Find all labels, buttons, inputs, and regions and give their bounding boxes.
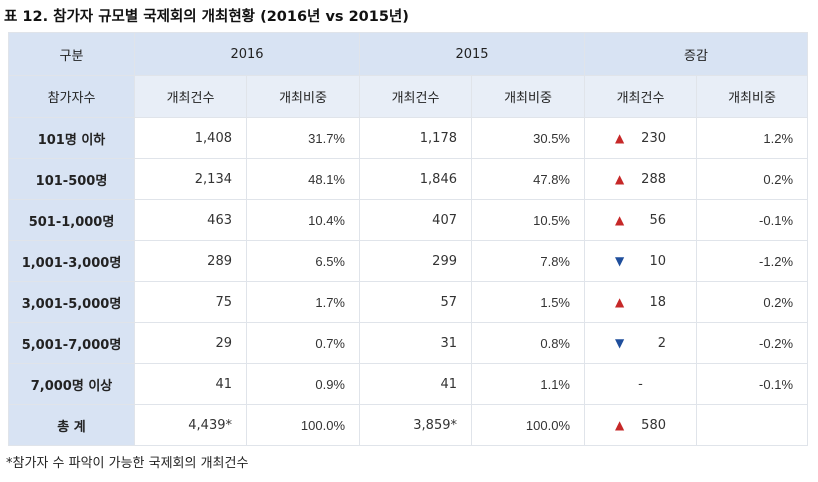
count-2015: 1,846 xyxy=(359,158,472,200)
col-group-label: 구분 xyxy=(8,32,135,76)
group-header-change: 증감 xyxy=(583,32,809,76)
row-label: 총 계 xyxy=(8,404,135,446)
share-change: 0.2% xyxy=(695,281,809,323)
change-value: 288 xyxy=(641,171,666,187)
group-header-2016: 2016 xyxy=(134,32,360,76)
share-2016: 100.0% xyxy=(246,404,360,446)
row-label: 5,001-7,000명 xyxy=(8,322,135,364)
change-value: 2 xyxy=(657,335,666,351)
count-change: ▼ 10 xyxy=(584,240,697,282)
table-row: 5,001-7,000명 29 0.7% 31 0.8% ▼ 2 -0.2% xyxy=(8,322,809,364)
change-value: 10 xyxy=(649,253,666,269)
down-arrow-icon: ▼ xyxy=(615,336,625,350)
count-2015: 31 xyxy=(359,322,472,364)
change-value: 56 xyxy=(649,212,666,228)
count-change: ▲ 580 xyxy=(584,404,697,446)
share-2015: 7.8% xyxy=(471,240,585,282)
share-2015: 1.5% xyxy=(471,281,585,323)
share-change: -0.1% xyxy=(695,199,809,241)
up-arrow-icon: ▲ xyxy=(615,131,625,145)
up-arrow-icon: ▲ xyxy=(615,418,625,432)
subheader-share-2016: 개최비중 xyxy=(246,75,360,118)
count-2016: 463 xyxy=(134,199,247,241)
share-2016: 1.7% xyxy=(246,281,360,323)
row-label: 501-1,000명 xyxy=(8,199,135,241)
table-row: 7,000명 이상 41 0.9% 41 1.1% - -0.1% xyxy=(8,363,809,405)
share-change: 0.2% xyxy=(695,158,809,200)
row-label: 3,001-5,000명 xyxy=(8,281,135,323)
count-2015: 57 xyxy=(359,281,472,323)
share-2015: 30.5% xyxy=(471,117,585,159)
row-label: 7,000명 이상 xyxy=(8,363,135,405)
count-2016: 41 xyxy=(134,363,247,405)
down-arrow-icon: ▼ xyxy=(615,254,625,268)
row-label: 101-500명 xyxy=(8,158,135,200)
row-label: 101명 이하 xyxy=(8,117,135,159)
share-2015: 10.5% xyxy=(471,199,585,241)
row-label-header: 참가자수 xyxy=(8,75,135,118)
count-2016: 1,408 xyxy=(134,117,247,159)
share-2016: 48.1% xyxy=(246,158,360,200)
share-2016: 0.7% xyxy=(246,322,360,364)
share-change: -0.2% xyxy=(695,322,809,364)
share-2015: 1.1% xyxy=(471,363,585,405)
count-change: ▲ 56 xyxy=(584,199,697,241)
up-arrow-icon: ▲ xyxy=(615,172,625,186)
share-2015: 0.8% xyxy=(471,322,585,364)
count-change: ▲ 18 xyxy=(584,281,697,323)
change-value: 18 xyxy=(649,294,666,310)
count-2015: 3,859* xyxy=(359,404,472,446)
table-row: 101명 이하 1,408 31.7% 1,178 30.5% ▲ 230 1.2% xyxy=(8,117,809,159)
table-row: 101-500명 2,134 48.1% 1,846 47.8% ▲ 288 0.2% xyxy=(8,158,809,200)
footnote: *참가자 수 파악이 가능한 국제회의 개최건수 xyxy=(6,456,249,471)
count-2015: 299 xyxy=(359,240,472,282)
count-2016: 29 xyxy=(134,322,247,364)
up-arrow-icon: ▲ xyxy=(615,213,625,227)
table-row: 501-1,000명 463 10.4% 407 10.5% ▲ 56 -0.1% xyxy=(8,199,809,241)
count-2015: 407 xyxy=(359,199,472,241)
table-title: 표 12. 참가자 규모별 국제회의 개최현황 (2016년 vs 2015년) xyxy=(4,9,409,25)
up-arrow-icon: ▲ xyxy=(615,295,625,309)
group-header-2015: 2015 xyxy=(359,32,585,76)
share-change: 1.2% xyxy=(695,117,809,159)
subheader-share-2015: 개최비중 xyxy=(471,75,585,118)
subheader-count-2016: 개최건수 xyxy=(134,75,247,118)
count-2015: 41 xyxy=(359,363,472,405)
subheader-count-2015: 개최건수 xyxy=(359,75,472,118)
count-change: ▲ 230 xyxy=(584,117,697,159)
share-2016: 6.5% xyxy=(246,240,360,282)
count-2016: 2,134 xyxy=(134,158,247,200)
row-label: 1,001-3,000명 xyxy=(8,240,135,282)
meetings-table: 구분 2016 2015 증감 참가자수 개최건수 개최비중 개최건수 개최비중… xyxy=(8,32,809,446)
share-2015: 100.0% xyxy=(471,404,585,446)
share-2016: 31.7% xyxy=(246,117,360,159)
share-change: -1.2% xyxy=(695,240,809,282)
count-change: - xyxy=(584,363,697,405)
count-2016: 75 xyxy=(134,281,247,323)
subheader-share-change: 개최비중 xyxy=(695,75,809,118)
count-2015: 1,178 xyxy=(359,117,472,159)
change-value: 580 xyxy=(641,417,666,433)
subheader-count-change: 개최건수 xyxy=(584,75,697,118)
share-2016: 0.9% xyxy=(246,363,360,405)
share-change: -0.1% xyxy=(695,363,809,405)
table-row: 1,001-3,000명 289 6.5% 299 7.8% ▼ 10 -1.2% xyxy=(8,240,809,282)
total-row: 총 계 4,439* 100.0% 3,859* 100.0% ▲ 580 xyxy=(8,404,809,446)
count-change: ▼ 2 xyxy=(584,322,697,364)
share-change xyxy=(695,404,809,446)
count-2016: 4,439* xyxy=(134,404,247,446)
share-2016: 10.4% xyxy=(246,199,360,241)
count-change: ▲ 288 xyxy=(584,158,697,200)
table-row: 3,001-5,000명 75 1.7% 57 1.5% ▲ 18 0.2% xyxy=(8,281,809,323)
count-2016: 289 xyxy=(134,240,247,282)
share-2015: 47.8% xyxy=(471,158,585,200)
change-value: 230 xyxy=(641,130,666,146)
